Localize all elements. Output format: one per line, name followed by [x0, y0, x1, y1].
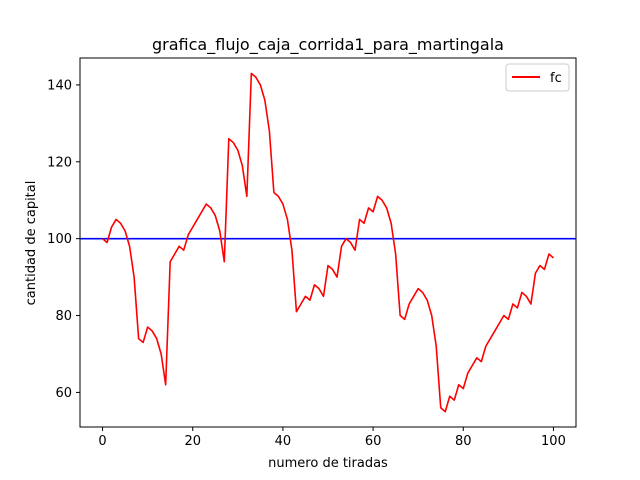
axes-frame	[79, 57, 577, 428]
x-tick-label: 60	[365, 434, 382, 449]
y-axis-label: cantidad de capital	[24, 181, 39, 306]
chart-title: grafica_flujo_caja_corrida1_para_marting…	[152, 35, 504, 55]
legend-label-fc: fc	[550, 71, 562, 86]
plot-area: 0 20 40 60 80 100 60 80 100 120 140	[47, 57, 577, 449]
legend: fc	[505, 63, 570, 92]
y-tick-label: 60	[55, 386, 72, 401]
y-tick-label: 100	[47, 232, 72, 247]
y-tick-label: 120	[47, 155, 72, 170]
x-tick-label: 20	[184, 434, 201, 449]
series-line-fc	[102, 72, 554, 413]
x-tick-label: 80	[455, 434, 472, 449]
x-tick-label: 100	[541, 434, 566, 449]
x-axis-label: numero de tiradas	[268, 456, 388, 471]
x-tick-label: 40	[275, 434, 292, 449]
x-tick-label: 0	[98, 434, 106, 449]
y-tick-label: 140	[47, 78, 72, 93]
y-tick-label: 80	[55, 309, 72, 324]
